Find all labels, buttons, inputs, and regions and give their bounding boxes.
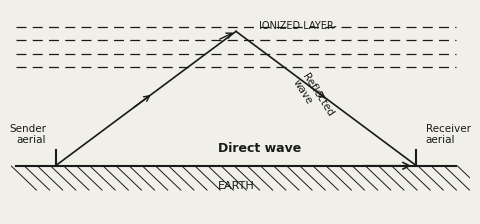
Text: EARTH: EARTH <box>217 181 254 191</box>
Text: Sender
aerial: Sender aerial <box>9 124 46 145</box>
Text: Receiver
aerial: Receiver aerial <box>426 124 471 145</box>
Text: Reflected
wave: Reflected wave <box>291 72 336 125</box>
Text: Direct wave: Direct wave <box>218 142 301 155</box>
Text: IONIZED LAYER-: IONIZED LAYER- <box>259 21 337 31</box>
